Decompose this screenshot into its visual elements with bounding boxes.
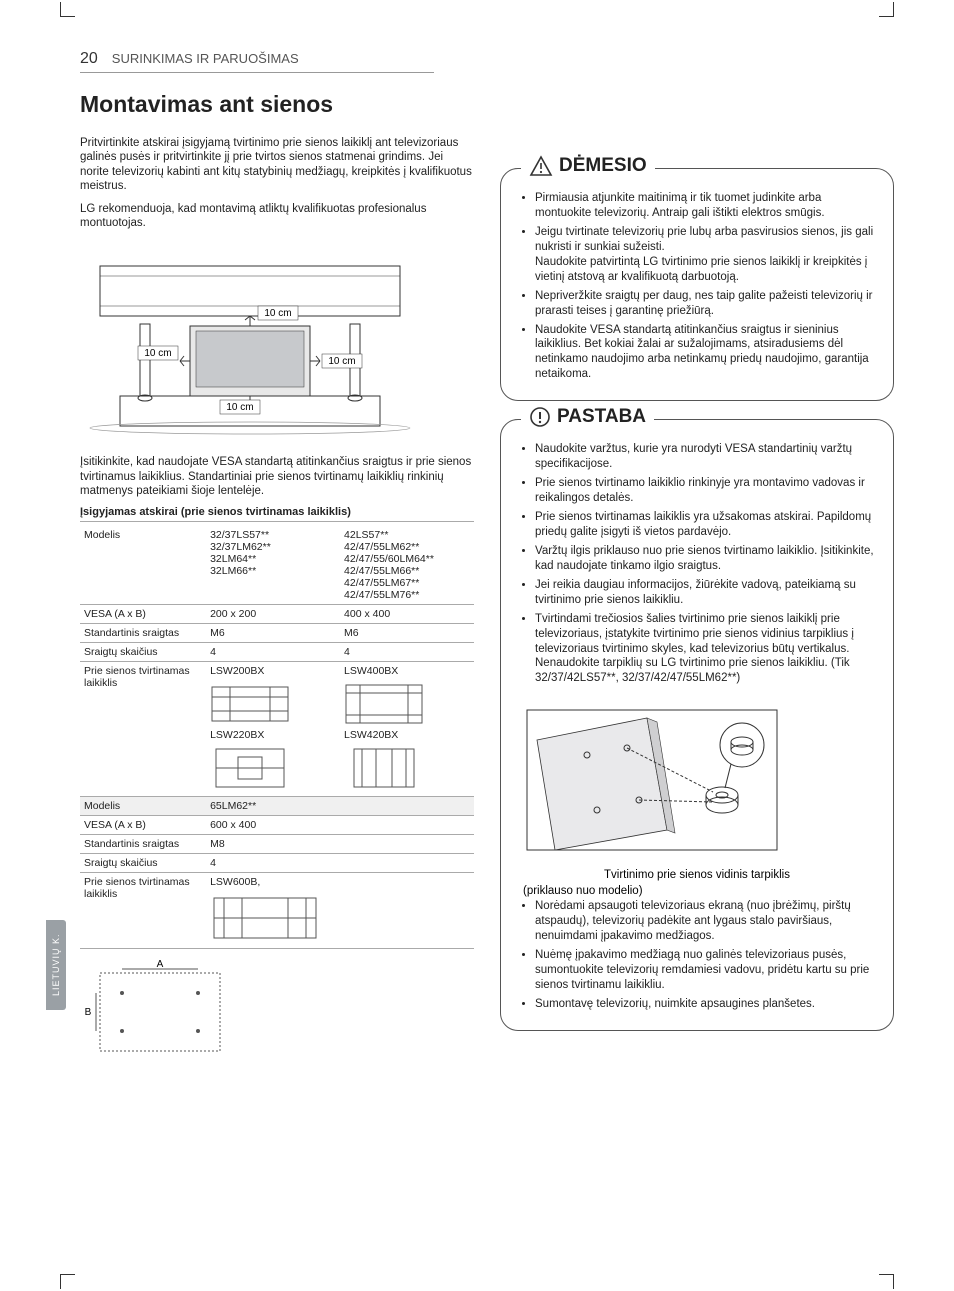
note-item: Norėdami apsaugoti televizoriaus ekraną … <box>535 899 877 944</box>
note-item: Varžtų ilgis priklauso nuo prie sienos t… <box>535 544 877 574</box>
note-title: PASTABA <box>557 406 646 428</box>
svg-text:10 cm: 10 cm <box>226 402 253 413</box>
row-bracket-b: LSW400BX LSW420BX <box>340 662 474 797</box>
caution-item: Naudokite VESA standartą atitinkančius s… <box>535 323 877 383</box>
note-box: PASTABA Naudokite varžtus, kurie yra nur… <box>500 419 894 1031</box>
svg-text:10 cm: 10 cm <box>328 356 355 367</box>
row-models-c: 65LM62** <box>206 797 474 816</box>
row-model-label: Modelis <box>80 526 206 605</box>
row-vesa-c: 600 x 400 <box>206 816 474 835</box>
page-number: 20 <box>80 50 98 68</box>
row-models-b: 42LS57** 42/47/55LM62** 42/47/55/60LM64*… <box>340 526 474 605</box>
right-column: DĖMESIO Pirmiausia atjunkite maitinimą i… <box>500 136 894 1064</box>
caution-box: DĖMESIO Pirmiausia atjunkite maitinimą i… <box>500 168 894 401</box>
table-intro: Įsitikinkite, kad naudojate VESA standar… <box>80 455 474 498</box>
spacer-caption: Tvirtinimo prie sienos vidinis tarpiklis <box>517 869 877 881</box>
dimension-diagram: A B <box>80 959 240 1059</box>
row-bracket-label: Prie sienos tvirtinamas laikiklis <box>80 662 206 797</box>
note-item: Naudokite varžtus, kurie yra nurodyti VE… <box>535 442 877 472</box>
row-vesa-label: VESA (A x B) <box>80 605 206 624</box>
note-list: Naudokite varžtus, kurie yra nurodyti VE… <box>517 442 877 686</box>
caution-item: Nepriveržkite sraigtų per daug, nes taip… <box>535 289 877 319</box>
note-item: Jei reikia daugiau informacijos, žiūrėki… <box>535 578 877 608</box>
row-vesa-label-2: VESA (A x B) <box>80 816 206 835</box>
svg-text:10 cm: 10 cm <box>144 348 171 359</box>
svg-text:B: B <box>85 1007 92 1018</box>
language-tab: LIETUVIŲ K. <box>46 920 66 1010</box>
row-screw-c: M8 <box>206 835 474 854</box>
svg-text:10 cm: 10 cm <box>264 308 291 319</box>
left-column: Pritvirtinkite atskirai įsigyjamą tvirti… <box>80 136 474 1064</box>
row-count-a: 4 <box>206 643 340 662</box>
row-bracket-label-2: Prie sienos tvirtinamas laikiklis <box>80 873 206 949</box>
row-bracket-a: LSW200BX LSW220BX <box>206 662 340 797</box>
caution-item: Pirmiausia atjunkite maitinimą ir tik tu… <box>535 191 877 221</box>
intro-paragraph-1: Pritvirtinkite atskirai įsigyjamą tvirti… <box>80 136 474 194</box>
page-header: 20 SURINKIMAS IR PARUOŠIMAS <box>80 50 434 73</box>
row-count-b: 4 <box>340 643 474 662</box>
row-count-label-2: Sraigtų skaičius <box>80 854 206 873</box>
table-caption: Įsigyjamas atskirai (prie sienos tvirtin… <box>80 506 474 522</box>
spec-table: Modelis 32/37LS57** 32/37LM62** 32LM64**… <box>80 526 474 949</box>
svg-text:A: A <box>157 959 164 970</box>
note-item: Tvirtindami trečiosios šalies tvirtinimo… <box>535 612 877 687</box>
caution-list: Pirmiausia atjunkite maitinimą ir tik tu… <box>517 191 877 382</box>
caution-icon <box>529 155 553 177</box>
row-vesa-a: 200 x 200 <box>206 605 340 624</box>
note-item: Prie sienos tvirtinamo laikiklio rinkiny… <box>535 476 877 506</box>
note-icon <box>529 406 551 428</box>
section-title: Montavimas ant sienos <box>80 91 894 118</box>
row-bracket-c: LSW600B, <box>206 873 474 949</box>
note-item: Nuėmę įpakavimo medžiagą nuo galinės tel… <box>535 948 877 993</box>
caution-item: Jeigu tvirtinate televizorių prie lubų a… <box>535 225 877 285</box>
row-count-label: Sraigtų skaičius <box>80 643 206 662</box>
note-item: Prie sienos tvirtinamas laikiklis yra už… <box>535 510 877 540</box>
row-models-a: 32/37LS57** 32/37LM62** 32LM64** 32LM66*… <box>206 526 340 605</box>
depends-note: (priklauso nuo modelio) <box>523 885 877 897</box>
row-count-c: 4 <box>206 854 474 873</box>
row-screw-label: Standartinis sraigtas <box>80 624 206 643</box>
row-screw-label-2: Standartinis sraigtas <box>80 835 206 854</box>
note-ending-list: Norėdami apsaugoti televizoriaus ekraną … <box>517 899 877 1012</box>
row-screw-a: M6 <box>206 624 340 643</box>
row-screw-b: M6 <box>340 624 474 643</box>
header-section: SURINKIMAS IR PARUOŠIMAS <box>112 51 299 66</box>
caution-title: DĖMESIO <box>559 155 647 177</box>
row-model-label-2: Modelis <box>80 797 206 816</box>
wall-mount-diagram: 10 cm 10 cm 10 cm 10 cm <box>80 246 420 436</box>
intro-paragraph-2: LG rekomenduoja, kad montavimą atliktų k… <box>80 202 474 231</box>
note-item: Sumontavę televizorių, nuimkite apsaugin… <box>535 997 877 1012</box>
row-vesa-b: 400 x 400 <box>340 605 474 624</box>
spacer-diagram <box>517 700 787 860</box>
